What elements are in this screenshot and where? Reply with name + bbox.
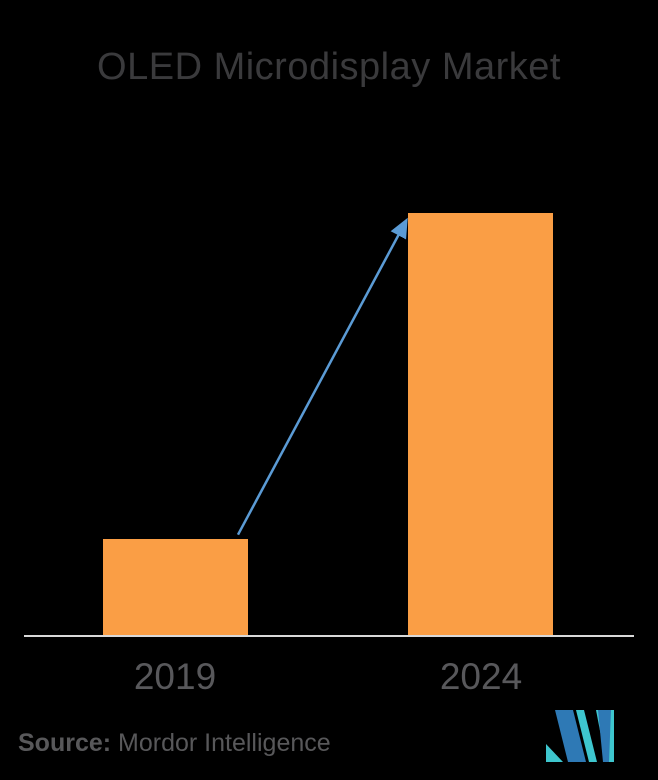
source-label: Source: <box>18 729 112 757</box>
source-note: Source: Mordor Intelligence <box>18 729 331 758</box>
x-axis-line <box>24 635 634 637</box>
chart-title: OLED Microdisplay Market <box>97 46 561 88</box>
mordor-intelligence-logo-icon <box>546 710 614 762</box>
x-tick-2019: 2019 <box>133 656 217 697</box>
bar-2019 <box>103 538 248 636</box>
source-value: Mordor Intelligence <box>118 729 331 757</box>
arrow-line <box>236 217 408 536</box>
bar-2024 <box>408 213 553 636</box>
x-tick-2024: 2024 <box>439 656 523 697</box>
